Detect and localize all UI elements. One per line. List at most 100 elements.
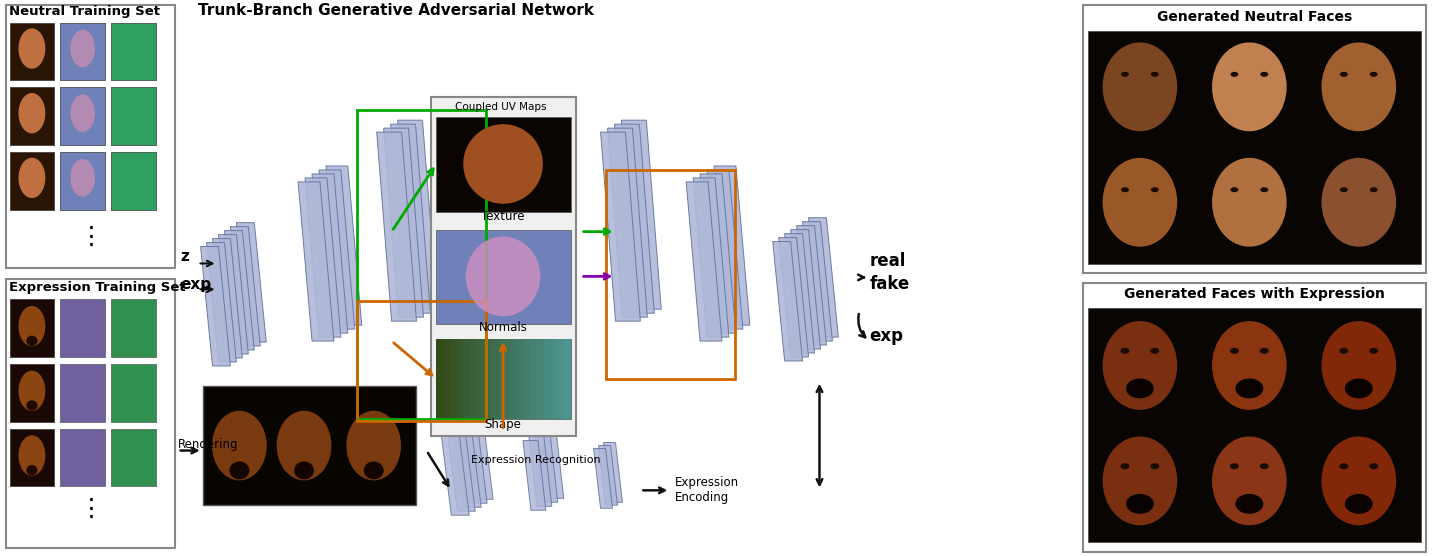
Bar <box>431 97 576 435</box>
Ellipse shape <box>1126 379 1154 399</box>
Ellipse shape <box>1370 187 1378 192</box>
Bar <box>510 339 517 419</box>
Text: Expression Training Set: Expression Training Set <box>9 281 185 294</box>
Text: ⋮: ⋮ <box>79 497 103 521</box>
Polygon shape <box>200 246 231 366</box>
Ellipse shape <box>1236 494 1263 514</box>
Ellipse shape <box>1121 72 1128 77</box>
Bar <box>437 117 571 212</box>
Bar <box>537 339 544 419</box>
Bar <box>112 87 156 145</box>
Bar <box>60 364 105 421</box>
Polygon shape <box>790 230 821 349</box>
Ellipse shape <box>1345 379 1373 399</box>
Polygon shape <box>594 449 613 508</box>
Polygon shape <box>465 420 493 499</box>
Ellipse shape <box>1211 436 1287 525</box>
Ellipse shape <box>1230 348 1239 354</box>
Bar <box>60 23 105 81</box>
Bar <box>60 87 105 145</box>
Polygon shape <box>796 226 826 345</box>
Bar <box>10 152 54 210</box>
Bar <box>437 339 571 419</box>
Bar <box>524 339 530 419</box>
Polygon shape <box>312 174 348 333</box>
Ellipse shape <box>1345 494 1373 514</box>
Ellipse shape <box>1230 72 1239 77</box>
Bar <box>357 301 485 421</box>
Polygon shape <box>305 178 341 337</box>
Ellipse shape <box>464 124 543 203</box>
Ellipse shape <box>1260 187 1269 192</box>
Text: Texture: Texture <box>481 210 524 222</box>
Polygon shape <box>326 166 362 325</box>
Ellipse shape <box>1322 158 1396 247</box>
Polygon shape <box>773 241 802 361</box>
Polygon shape <box>686 182 722 341</box>
Bar <box>442 339 450 419</box>
Bar <box>10 152 54 210</box>
Polygon shape <box>693 178 729 337</box>
Ellipse shape <box>1230 463 1239 469</box>
Ellipse shape <box>19 371 46 411</box>
Ellipse shape <box>1340 187 1348 192</box>
Ellipse shape <box>1103 321 1177 410</box>
Bar <box>112 152 156 210</box>
Polygon shape <box>779 237 809 357</box>
Ellipse shape <box>26 336 37 346</box>
Polygon shape <box>600 132 640 321</box>
Bar <box>10 87 54 145</box>
Polygon shape <box>441 435 470 515</box>
Ellipse shape <box>1230 187 1239 192</box>
Ellipse shape <box>276 411 331 480</box>
Ellipse shape <box>1120 463 1130 469</box>
Ellipse shape <box>465 237 540 316</box>
Bar <box>517 339 524 419</box>
Ellipse shape <box>347 411 401 480</box>
Ellipse shape <box>26 465 37 475</box>
Polygon shape <box>384 128 424 317</box>
Polygon shape <box>298 182 334 341</box>
Ellipse shape <box>1103 436 1177 525</box>
Text: Neutral Training Set: Neutral Training Set <box>9 4 159 18</box>
Text: Shape: Shape <box>484 418 521 431</box>
Polygon shape <box>707 170 743 329</box>
Bar <box>60 152 105 210</box>
Ellipse shape <box>1339 348 1349 354</box>
Bar <box>10 429 54 486</box>
Polygon shape <box>715 166 750 325</box>
Bar <box>544 339 550 419</box>
Ellipse shape <box>1150 463 1160 469</box>
Ellipse shape <box>1260 463 1269 469</box>
Polygon shape <box>700 174 736 333</box>
Text: Expression Recognition: Expression Recognition <box>471 455 600 465</box>
Bar <box>60 87 105 145</box>
Bar <box>490 339 497 419</box>
Ellipse shape <box>70 30 95 67</box>
Polygon shape <box>219 235 248 354</box>
Polygon shape <box>391 124 431 313</box>
Text: fake: fake <box>869 275 909 294</box>
Polygon shape <box>236 222 266 342</box>
Text: Generated Neutral Faces: Generated Neutral Faces <box>1157 9 1352 24</box>
Bar <box>112 429 156 486</box>
Text: z: z <box>180 250 189 265</box>
Polygon shape <box>809 218 838 337</box>
Bar <box>10 23 54 81</box>
Ellipse shape <box>1151 72 1158 77</box>
Bar <box>1088 308 1422 542</box>
Bar <box>10 87 54 145</box>
Ellipse shape <box>1260 72 1269 77</box>
Polygon shape <box>460 424 487 503</box>
FancyBboxPatch shape <box>6 279 175 548</box>
Text: Rendering: Rendering <box>178 438 238 450</box>
Bar <box>10 299 54 357</box>
Polygon shape <box>377 132 417 321</box>
Bar <box>112 87 156 145</box>
Ellipse shape <box>1150 348 1160 354</box>
Polygon shape <box>447 431 475 511</box>
Polygon shape <box>785 234 815 353</box>
Polygon shape <box>536 433 558 502</box>
Bar <box>60 429 105 486</box>
Polygon shape <box>599 445 617 505</box>
